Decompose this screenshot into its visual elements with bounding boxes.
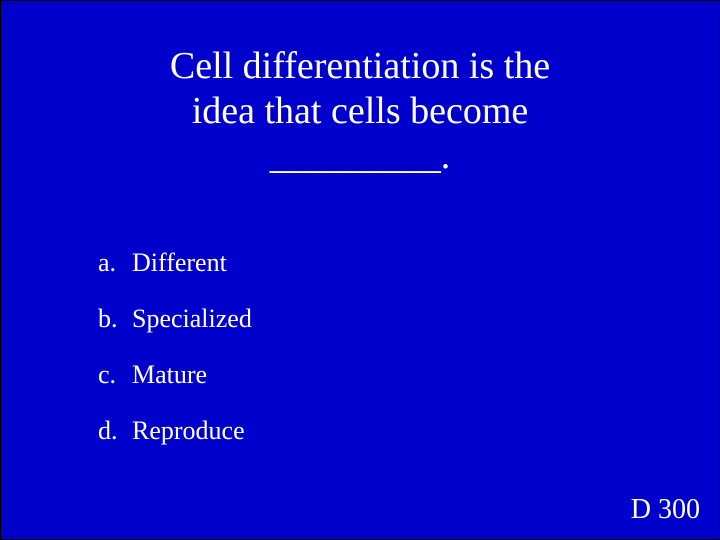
question-block: Cell differentiation is the idea that ce… xyxy=(0,44,720,178)
option-row-c: c. Mature xyxy=(98,360,252,390)
option-text: Specialized xyxy=(132,304,252,334)
option-row-d: d. Reproduce xyxy=(98,416,252,446)
footer-category-value: D 300 xyxy=(631,494,700,526)
option-letter: b. xyxy=(98,304,132,334)
option-letter: d. xyxy=(98,416,132,446)
option-text: Different xyxy=(132,248,227,278)
options-block: a. Different b. Specialized c. Mature d.… xyxy=(98,248,252,472)
question-line-3: _________. xyxy=(0,134,720,179)
question-line-2: idea that cells become xyxy=(0,89,720,134)
option-text: Mature xyxy=(132,360,207,390)
question-line-1: Cell differentiation is the xyxy=(0,44,720,89)
option-row-b: b. Specialized xyxy=(98,304,252,334)
option-row-a: a. Different xyxy=(98,248,252,278)
option-letter: a. xyxy=(98,248,132,278)
option-letter: c. xyxy=(98,360,132,390)
option-text: Reproduce xyxy=(132,416,245,446)
